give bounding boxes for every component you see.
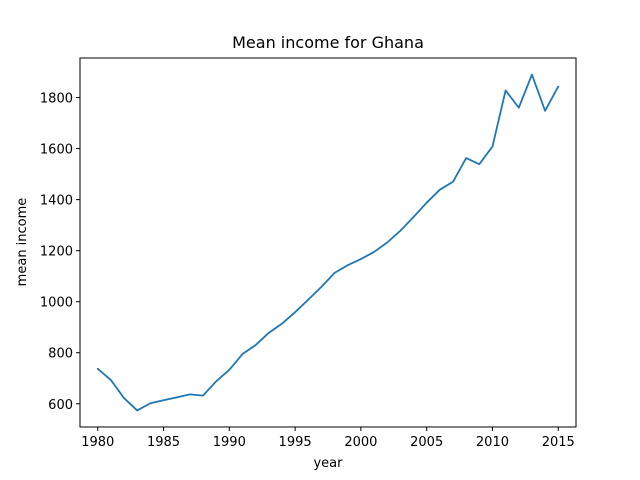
- y-axis-label: mean income: [15, 198, 30, 287]
- x-tick-label: 2000: [344, 435, 377, 450]
- y-tick-label: 1200: [40, 245, 73, 260]
- series-line: [96, 73, 560, 412]
- y-tick-label: 1600: [40, 143, 73, 158]
- y-tick-label: 600: [48, 398, 73, 413]
- plot-area: 1980 1985 1990 1995 2000 2005 2010 2015 600 800 10…: [40, 57, 577, 450]
- y-tick-label: 1400: [40, 194, 73, 209]
- x-tick-label: 2015: [542, 435, 575, 450]
- x-tick-label: 1990: [213, 435, 246, 450]
- x-axis-label: year: [313, 456, 343, 471]
- y-tick-label: 1000: [40, 296, 73, 311]
- x-tick-label: 1985: [147, 435, 180, 450]
- x-tick-label: 1995: [279, 435, 312, 450]
- y-tick-label: 800: [48, 347, 73, 362]
- plot-frame: [79, 57, 577, 428]
- x-tick-label: 1980: [81, 435, 114, 450]
- y-tick-label: 1800: [40, 92, 73, 107]
- x-tick-label: 2005: [410, 435, 443, 450]
- chart-title: Mean income for Ghana: [232, 33, 424, 52]
- x-tick-label: 2010: [476, 435, 509, 450]
